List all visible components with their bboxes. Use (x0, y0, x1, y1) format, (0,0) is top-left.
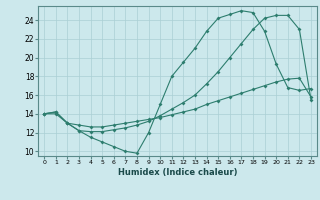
X-axis label: Humidex (Indice chaleur): Humidex (Indice chaleur) (118, 168, 237, 177)
